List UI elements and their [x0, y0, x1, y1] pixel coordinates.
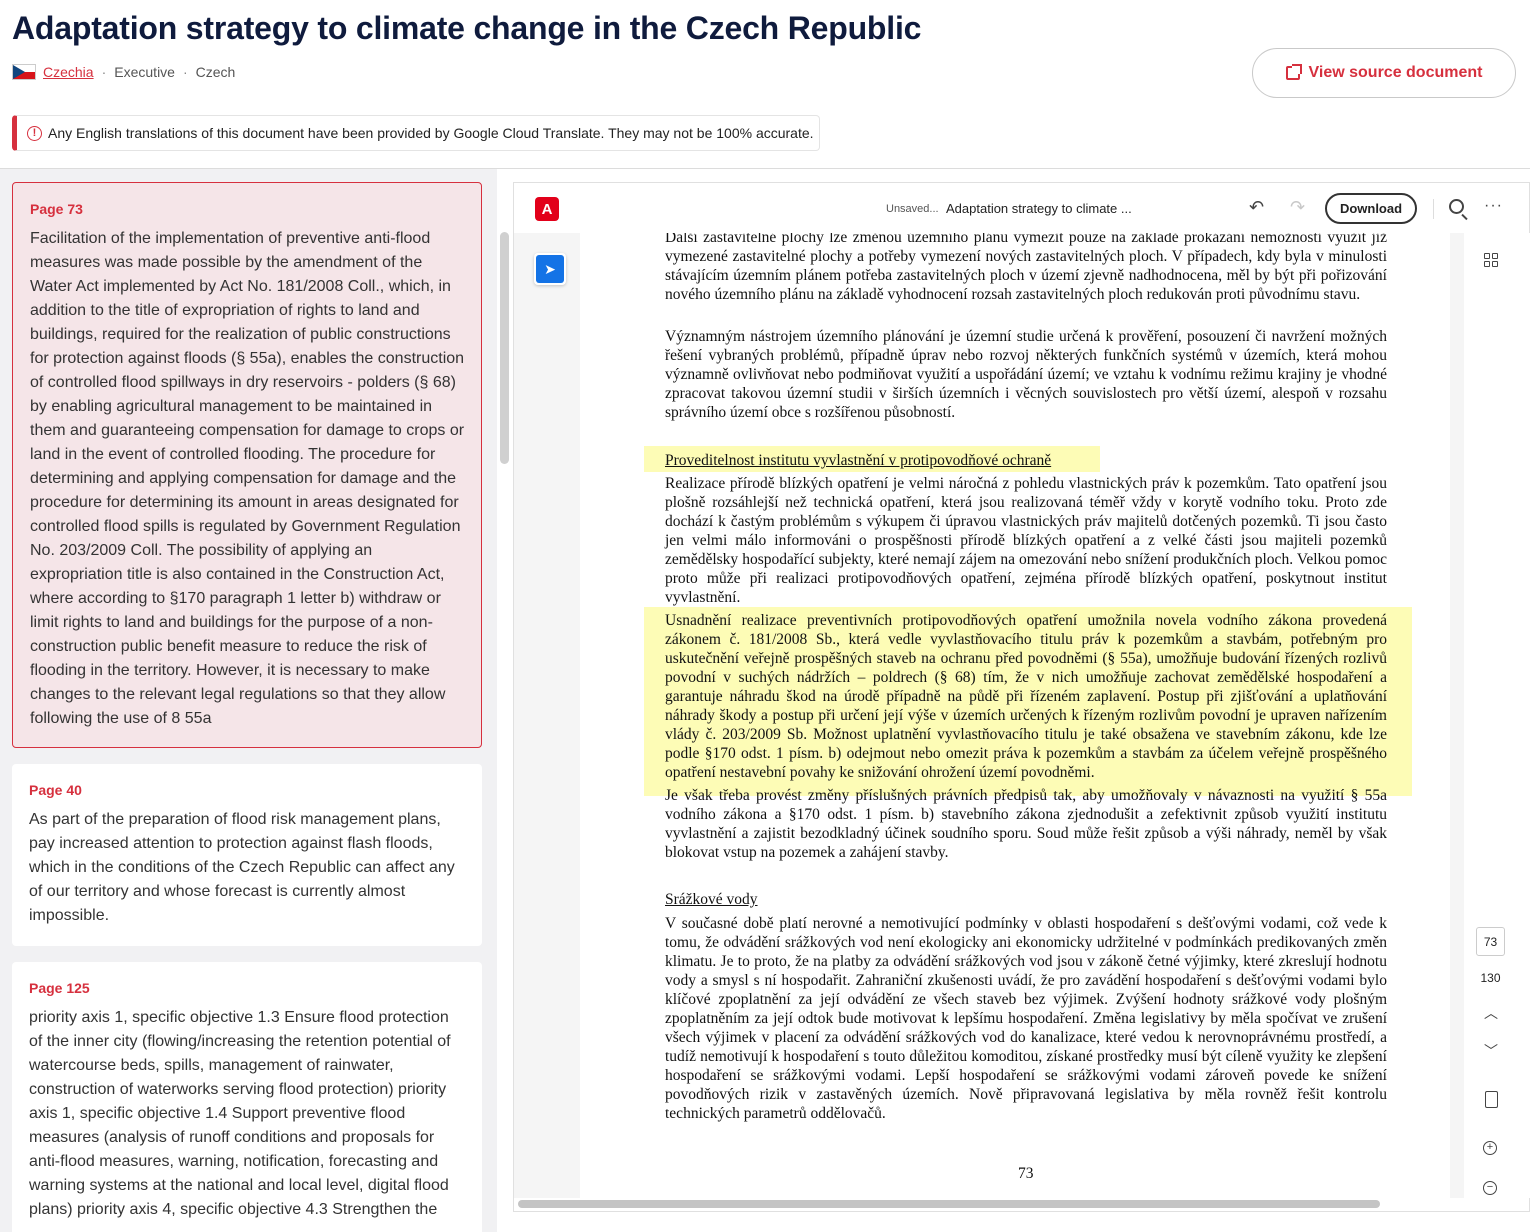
country-link[interactable]: Czechia: [43, 64, 94, 80]
pdf-paragraph: Realizace přírodě blízkých opatření je v…: [665, 475, 1387, 606]
thumbnails-icon[interactable]: [1484, 253, 1498, 267]
view-source-button[interactable]: View source document: [1252, 48, 1516, 98]
toolbar-separator: [1433, 199, 1434, 219]
pdf-paragraph: Významným nástrojem územního plánování j…: [665, 328, 1387, 421]
pdf-heading: Proveditelnost institutu vyvlastnění v p…: [665, 452, 1052, 469]
info-icon: !: [27, 125, 42, 141]
passage-list-scrollbar[interactable]: [500, 232, 509, 464]
passage-text: Facilitation of the implementation of pr…: [30, 230, 465, 727]
pdf-paragraph-highlighted: Usnadnění realizace preventivních protip…: [665, 612, 1387, 781]
undo-icon[interactable]: ↶: [1249, 197, 1265, 217]
highlight-paragraph: [644, 607, 1412, 796]
passage-text: As part of the preparation of flood risk…: [29, 811, 455, 924]
unsaved-status: Unsaved...: [886, 203, 939, 215]
tool-rail: ➤: [514, 233, 580, 1198]
separator-dot: ·: [182, 64, 188, 80]
pdf-page-area[interactable]: Další zastavitelné plochy lze změnou úze…: [580, 233, 1464, 1198]
czech-flag-icon: [12, 64, 36, 80]
navigation-rail: 73 130 ︿ ﹀ + −: [1464, 233, 1530, 1198]
passage-list: Page 73 Facilitation of the implementati…: [0, 169, 497, 1232]
passage-page: Page 125: [29, 980, 90, 996]
pdf-viewer: A Unsaved... Adaptation strategy to clim…: [513, 182, 1530, 1212]
chevron-down-icon[interactable]: ﹀: [1484, 1043, 1498, 1059]
horizontal-scrollbar[interactable]: [518, 1200, 1380, 1208]
passage-card[interactable]: Page 125 priority axis 1, specific objec…: [12, 962, 482, 1232]
pdf-logo-icon: A: [535, 197, 559, 221]
select-tool-button[interactable]: ➤: [534, 253, 566, 285]
highlight-heading: [644, 446, 1100, 472]
notice-text: Any English translations of this documen…: [48, 125, 814, 141]
zoom-out-icon[interactable]: −: [1483, 1181, 1497, 1195]
passage-page: Page 73: [30, 201, 83, 217]
separator-dot: ·: [101, 64, 107, 80]
total-pages: 130: [1480, 971, 1501, 985]
zoom-in-icon[interactable]: +: [1483, 1141, 1497, 1155]
header-divider: [0, 168, 1530, 169]
document-meta: Czechia · Executive · Czech: [12, 64, 235, 80]
view-source-label: View source document: [1308, 64, 1483, 81]
pdf-paragraph: V současné době platí nerovné a nemotivu…: [665, 915, 1387, 1122]
document-icon[interactable]: [1485, 1091, 1498, 1108]
pdf-heading: Srážkové vody: [665, 891, 758, 908]
pdf-page: Další zastavitelné plochy lze změnou úze…: [580, 233, 1450, 1198]
pdf-paragraph: Další zastavitelné plochy lze změnou úze…: [665, 233, 1387, 303]
download-button[interactable]: Download: [1325, 193, 1417, 224]
language-label: Czech: [195, 64, 236, 80]
viewer-toolbar: A Unsaved... Adaptation strategy to clim…: [514, 183, 1529, 233]
chevron-up-icon[interactable]: ︿: [1484, 1005, 1498, 1021]
pdf-paragraph: Je však třeba provést změny příslušných …: [665, 787, 1387, 861]
select-tool-icon: ➤: [536, 255, 564, 283]
redo-icon[interactable]: ↷: [1290, 197, 1306, 217]
translation-notice: ! Any English translations of this docum…: [12, 115, 820, 151]
viewer-doc-title: Adaptation strategy to climate ...: [946, 201, 1132, 216]
passage-text: priority axis 1, specific objective 1.3 …: [29, 1009, 451, 1218]
current-page-input[interactable]: 73: [1476, 927, 1505, 956]
passage-page: Page 40: [29, 782, 82, 798]
search-icon[interactable]: [1449, 199, 1464, 214]
branch-label: Executive: [114, 64, 175, 80]
passage-card[interactable]: Page 40 As part of the preparation of fl…: [12, 764, 482, 946]
more-icon[interactable]: ···: [1484, 197, 1503, 214]
pdf-page-number: 73: [1018, 1165, 1034, 1182]
page-title: Adaptation strategy to climate change in…: [12, 10, 922, 46]
external-link-icon: [1285, 64, 1302, 80]
passage-card[interactable]: Page 73 Facilitation of the implementati…: [12, 182, 482, 748]
